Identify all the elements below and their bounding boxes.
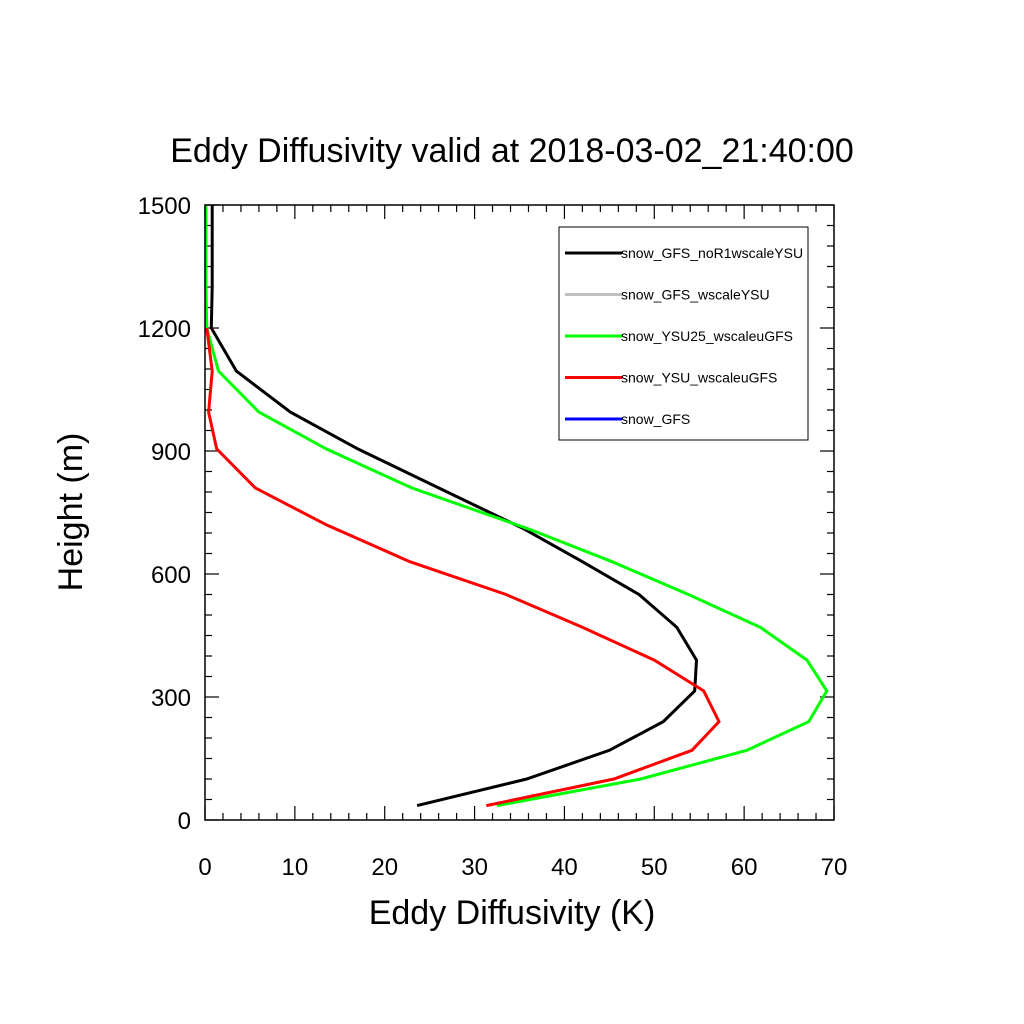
legend: snow_GFS_noR1wscaleYSU snow_GFS_wscaleYSU… [558,226,809,441]
series-line [209,205,699,808]
legend-box [558,226,809,441]
chart-title: Eddy Diffusivity valid at 2018-03-02_21:… [170,132,854,170]
y-tick-label: 900 [151,439,191,466]
x-tick-label: 10 [282,854,309,881]
legend-label: snow_YSU25_wscaleuGFS [621,328,793,344]
x-tick-label: 40 [551,854,578,881]
series-lines [204,205,829,808]
legend-label: snow_YSU_wscaleuGFS [621,370,777,386]
y-axis-label: Height (m) [52,433,90,592]
axis-ticks: 0 10 20 30 40 50 60 70 0 300 600 900 1200 1500 [138,193,848,881]
y-tick-label: 1200 [138,316,191,343]
x-tick-label: 0 [198,854,211,881]
y-tick-label: 600 [151,562,191,589]
series-line [205,327,721,808]
x-tick-label: 60 [731,854,758,881]
legend-label: snow_GFS_wscaleYSU [621,287,770,303]
x-tick-label: 70 [821,854,848,881]
legend-label: snow_GFS_noR1wscaleYSU [621,245,803,261]
plot-frame [204,204,835,821]
x-tick-label: 50 [641,854,668,881]
series-line [204,205,829,808]
y-tick-label: 1500 [138,193,191,220]
y-tick-label: 0 [178,808,191,835]
x-tick-label: 20 [371,854,398,881]
x-tick-label: 30 [461,854,488,881]
legend-label: snow_GFS [621,411,690,427]
x-axis-label: Eddy Diffusivity (K) [369,894,656,932]
y-tick-label: 300 [151,685,191,712]
